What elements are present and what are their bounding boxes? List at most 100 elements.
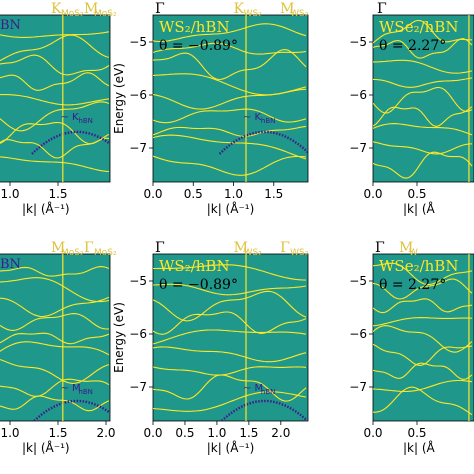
top-label-sub-1: MoS₂ [94,9,117,19]
xlabel: |k| (Å [403,201,436,216]
xtick-label: 1.0 [224,187,243,201]
xtick-label: 0.0 [143,187,162,201]
top-label-sub-0: MoS₂ [61,248,84,258]
top-label-1: M [84,1,98,17]
top-label-1: M [234,240,248,256]
top-label-sub-2: WS₂ [290,248,309,258]
top-label-0: M [51,240,65,256]
band-4 [373,86,473,114]
hbn-band [218,130,308,155]
xtick-label: 2.0 [96,426,115,440]
annotation: ∼ K [60,112,79,123]
top-label-sub-1: WS₂ [244,9,263,19]
ylabel: Energy (eV) [112,302,126,373]
ytick-label: −5 [129,35,147,49]
annotation-sub: hBN [78,117,92,125]
hbn-band [31,130,110,155]
top-label-0: Γ [155,240,165,256]
xtick-label: 2.0 [271,426,290,440]
band-4 [373,325,473,353]
ytick-label: −6 [129,88,147,102]
material-label: WS₂/hBN [159,257,230,275]
band-0 [373,19,473,44]
band-3 [373,77,473,88]
band-lines [373,262,473,416]
band-4 [153,329,307,345]
top-label-1: M [399,240,413,256]
hbn-band [32,399,110,421]
band-0 [0,31,110,38]
xtick-label: 0.5 [184,187,203,201]
band-1 [153,42,307,55]
top-label-1: Γ [84,240,94,256]
band-5 [373,106,473,127]
xtick-label: 1.5 [48,187,67,201]
ylabel: Energy (eV) [112,63,126,134]
xlabel: |k| (Å⁻¹) [22,201,70,216]
top-label-sub-0: MoS₂ [61,9,84,19]
band-2 [0,54,110,76]
band-lines [0,31,110,173]
band-1 [373,38,473,59]
band-5 [0,101,110,132]
ytick-label: −5 [349,274,367,288]
band-7 [153,374,307,402]
ytick-label: −7 [349,380,367,394]
ytick-label: −6 [129,327,147,341]
band-5 [153,346,307,363]
xtick-label: 0.5 [407,426,426,440]
band-4 [0,94,110,106]
annotation: ∼ M [60,383,80,394]
xtick-label: 1.5 [264,187,283,201]
band-0 [153,23,307,43]
band-8 [0,395,110,412]
top-label-1: K [234,1,245,17]
xtick-label: 0.0 [363,426,382,440]
band-2 [153,290,307,322]
band-lines [0,266,110,421]
band-5 [373,343,473,366]
top-label-0: K [51,1,62,17]
ytick-label: −6 [349,327,367,341]
ytick-label: −5 [129,274,147,288]
band-8 [153,155,307,176]
ytick-label: −7 [129,380,147,394]
theta-label: θ = 2.27° [379,277,446,293]
theta-label: θ = −0.89° [159,277,238,293]
xlabel: |k| (Å⁻¹) [22,440,70,455]
theta-label: θ = −0.89° [159,38,238,54]
inplot-text: BN [0,257,21,272]
band-7 [153,134,307,160]
band-1 [0,277,110,303]
band-5 [0,341,110,356]
top-label-sub-1: MoS₂ [94,248,117,258]
band-0 [373,262,473,286]
ytick-label: −7 [129,141,147,155]
xtick-label: 0.5 [407,187,426,201]
band-6 [373,123,473,136]
annotation: ∼ M [243,383,263,394]
xtick-label: 0.5 [175,426,194,440]
material-label: WSe₂/hBN [379,18,458,36]
xlabel: |k| (Å⁻¹) [207,201,255,216]
band-3 [0,313,110,331]
band-3 [373,317,473,327]
band-0 [153,264,307,281]
band-7 [0,378,110,397]
xtick-label: 1.0 [0,187,19,201]
plot-area [152,253,309,422]
material-label: WSe₂/hBN [379,257,458,275]
xtick-label: 0.0 [143,426,162,440]
band-7 [373,379,473,393]
band-6 [0,359,110,384]
xtick-label: 0.0 [363,187,382,201]
top-label-0: Γ [377,1,387,17]
top-label-sub-2: WS₂ [290,9,309,19]
plot-area [0,14,111,183]
annotation-sub: hBN [261,388,275,396]
